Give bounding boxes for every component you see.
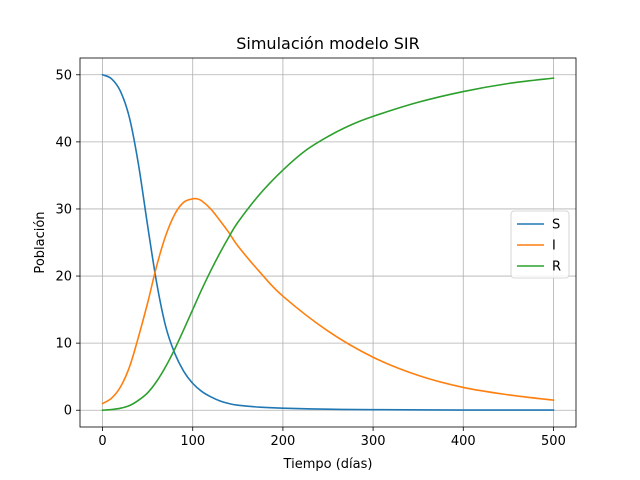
x-tick-label: 500	[541, 434, 566, 449]
y-tick-label: 0	[64, 404, 72, 419]
x-tick-label: 400	[451, 434, 476, 449]
y-axis-label: Población	[33, 211, 48, 273]
series-lines	[101, 73, 555, 412]
y-tick-label: 40	[55, 135, 72, 150]
x-tick-label: 300	[361, 434, 386, 449]
legend-label-I: I	[552, 239, 556, 254]
y-axis-ticks: 0 10 20 30 40 50	[55, 68, 80, 419]
series-line-R	[101, 77, 555, 412]
series-line-I	[101, 197, 555, 405]
x-tick-label: 100	[180, 434, 205, 449]
legend-label-S: S	[552, 218, 560, 233]
x-axis-label: Tiempo (días)	[283, 457, 373, 472]
legend: SIR	[510, 210, 570, 279]
x-axis-ticks: 0 100 200 300 400 500	[98, 427, 566, 449]
chart-title: Simulación modelo SIR	[236, 34, 420, 53]
y-tick-label: 50	[55, 68, 72, 83]
y-tick-label: 30	[55, 202, 72, 217]
grid-lines	[80, 58, 576, 427]
y-tick-label: 10	[55, 337, 72, 352]
legend-label-R: R	[552, 260, 561, 275]
x-tick-label: 0	[98, 434, 106, 449]
y-tick-label: 20	[55, 270, 72, 285]
series-line-S	[101, 73, 555, 411]
x-tick-label: 200	[270, 434, 295, 449]
plot-frame	[79, 57, 577, 428]
